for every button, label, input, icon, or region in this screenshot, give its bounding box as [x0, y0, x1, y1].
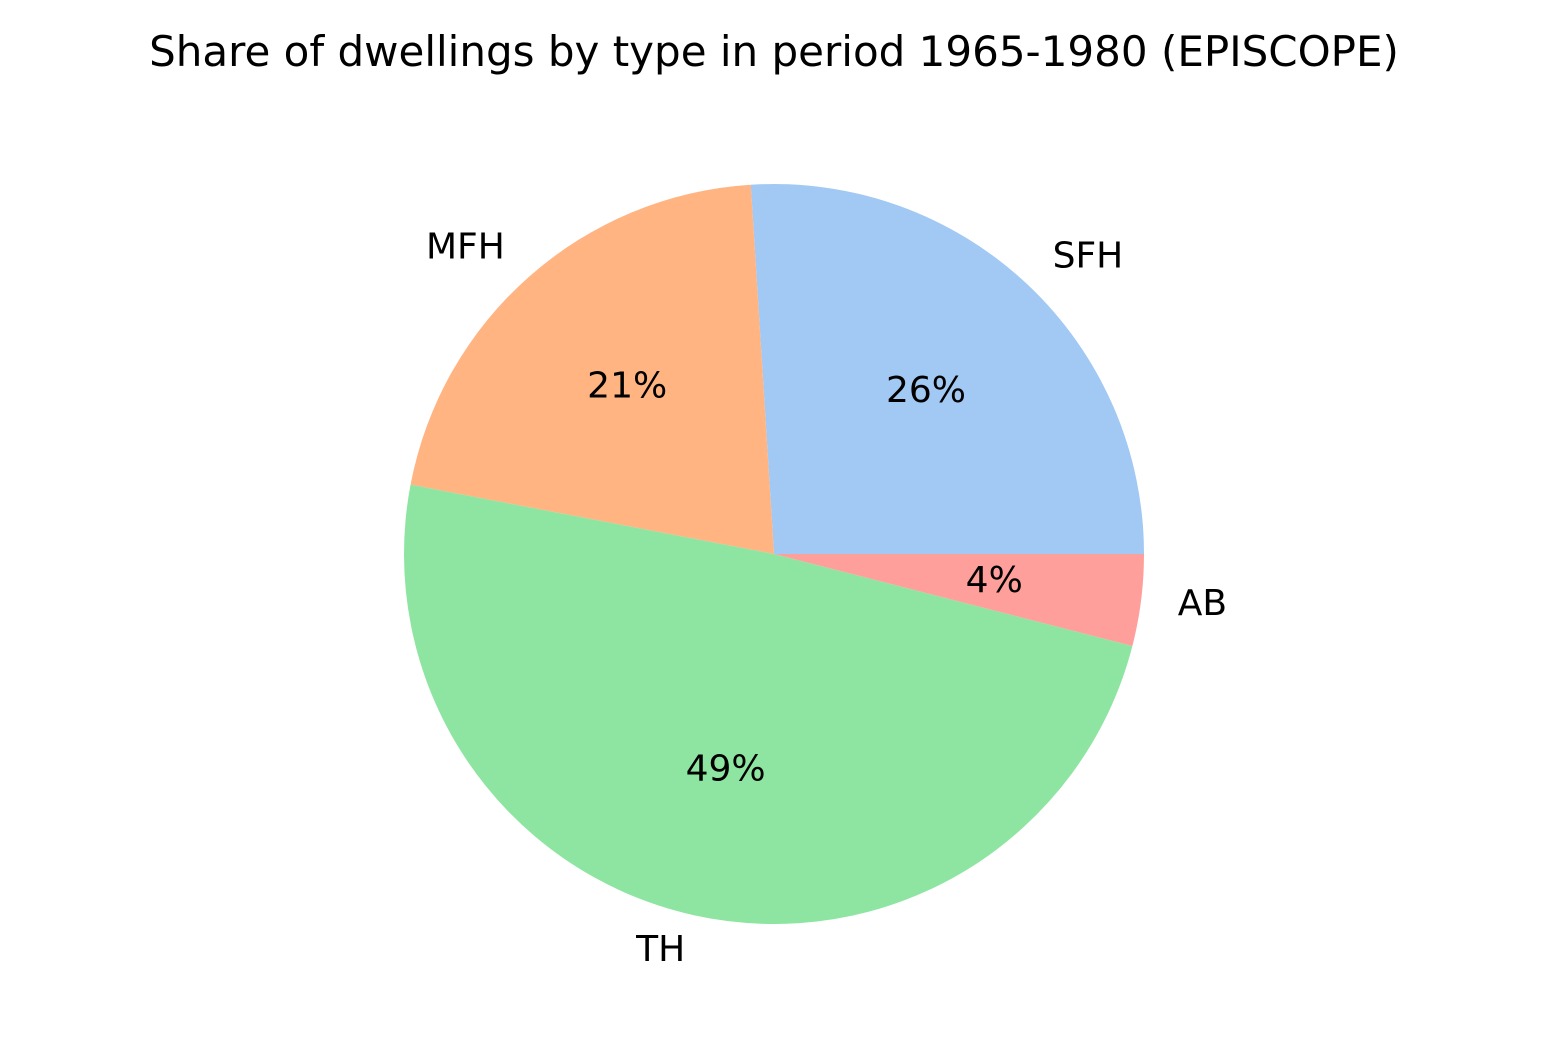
pie-slice-mfh: [410, 184, 774, 555]
chart-title: Share of dwellings by type in period 196…: [149, 27, 1399, 76]
pie-slice-sfh: [750, 183, 1144, 554]
slice-label-mfh: MFH: [426, 227, 505, 268]
slice-label-th: TH: [635, 929, 685, 970]
slice-pct-ab: 4%: [966, 560, 1023, 601]
pie-slice-th: [403, 484, 1133, 925]
pie-slices: [403, 183, 1144, 925]
slice-pct-sfh: 26%: [886, 370, 966, 411]
slice-label-sfh: SFH: [1053, 235, 1124, 276]
pie-labels: SFH 26% MFH 21% TH 49% AB 4%: [426, 227, 1227, 970]
pie-slice-ab: [774, 554, 1144, 647]
slice-pct-th: 49%: [686, 749, 766, 790]
slice-label-ab: AB: [1178, 583, 1227, 624]
slice-pct-mfh: 21%: [587, 365, 667, 406]
